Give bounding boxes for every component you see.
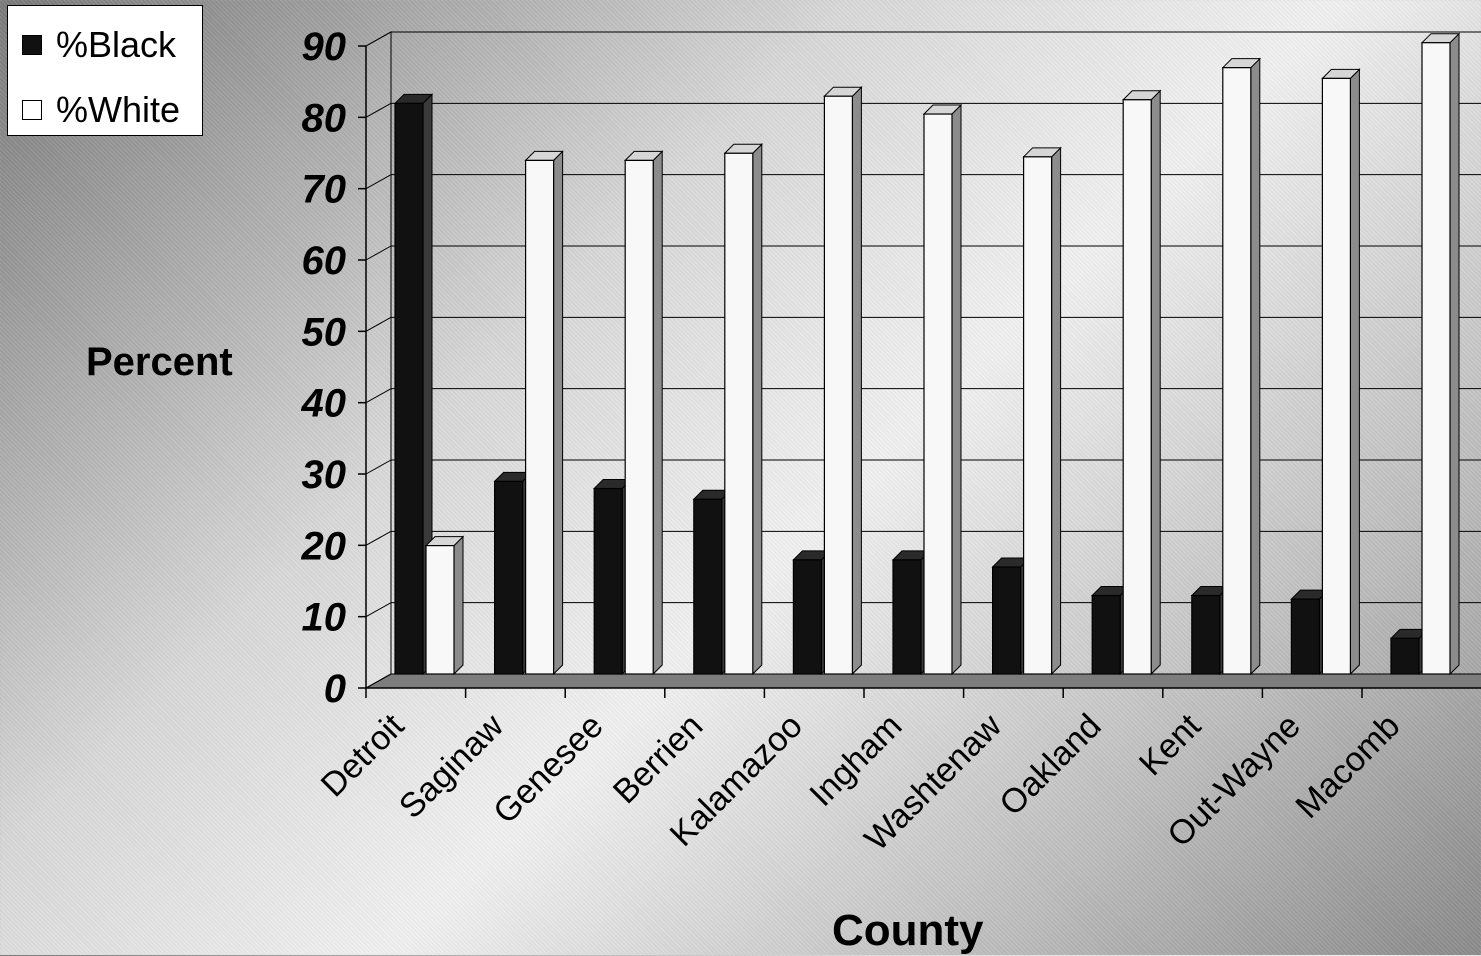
bar-black-ingham-front	[892, 559, 922, 675]
bar-black-genesee-front	[593, 487, 623, 675]
bar-black-macomb-front	[1390, 637, 1420, 675]
side-grid-tick	[365, 459, 392, 475]
bar-white-washtenaw-front	[1022, 156, 1053, 675]
bar-white-kent-side	[1250, 57, 1261, 676]
bar-white-oakland-front	[1122, 99, 1152, 675]
side-grid-tick	[365, 245, 392, 261]
x-tick-labels: DetroitSaginawGeneseeBerrienKalamazooIng…	[314, 706, 1408, 858]
bar-white-oakland	[1121, 89, 1162, 676]
bar-white-saginaw-side	[553, 150, 564, 676]
side-grid-tick	[365, 388, 392, 404]
bar-white-washtenaw-side	[1051, 146, 1062, 676]
bar-black-washtenaw-front	[991, 566, 1022, 675]
bar-white-detroit-front	[425, 544, 455, 675]
bar-black-oakland-front	[1091, 594, 1121, 675]
bar-white-kalamazoo-front	[823, 95, 854, 675]
bar-white-macomb	[1420, 32, 1461, 676]
bar-black-detroit-front	[394, 102, 424, 675]
x-tick-label-oakland: Oakland	[992, 707, 1108, 823]
bar-white-washtenaw	[1022, 146, 1062, 676]
side-grid-tick	[365, 174, 392, 190]
legend-item-white: %White	[22, 89, 180, 131]
bar-white-genesee	[623, 150, 664, 676]
y-tick-label: 20	[301, 524, 347, 568]
x-axis-title: County	[832, 906, 984, 955]
bar-white-out-wayne-side	[1349, 68, 1360, 676]
y-tick-label: 70	[302, 168, 347, 212]
bar-black-out-wayne-front	[1290, 598, 1321, 675]
axes	[358, 45, 1481, 698]
bar-white-berrien	[723, 143, 764, 676]
bar-white-saginaw	[524, 150, 564, 676]
bar-white-detroit-side	[453, 535, 464, 676]
y-tick-label: 40	[301, 382, 347, 426]
bar-white-kent	[1221, 57, 1262, 676]
side-grid-tick	[365, 602, 392, 618]
bar-black-detroit	[393, 93, 434, 676]
x-tick-label-genesee: Genesee	[486, 707, 610, 831]
legend-swatch-white	[22, 100, 42, 120]
bar-white-genesee-side	[652, 150, 663, 676]
y-tick-label: 90	[302, 25, 347, 69]
bar-white-ingham-side	[951, 103, 962, 676]
bar-black-ingham	[891, 549, 932, 676]
bar-white-macomb-front	[1421, 42, 1451, 675]
side-grid-tick	[365, 673, 392, 689]
y-tick-label: 50	[302, 310, 347, 354]
legend: %Black %White	[7, 5, 203, 136]
x-tick-label-macomb: Macomb	[1288, 707, 1407, 826]
bar-white-kalamazoo-side	[851, 85, 862, 676]
bar-white-saginaw-front	[524, 159, 555, 675]
y-tick-label: 30	[302, 453, 347, 497]
side-wall	[365, 31, 392, 689]
bar-black-saginaw-front	[494, 480, 524, 675]
y-tick-label: 0	[324, 667, 346, 711]
x-tick-label-detroit: Detroit	[314, 706, 412, 804]
y-tick-labels: 0 10 20 30 40 50 60 70 80 90	[301, 25, 347, 711]
bar-white-ingham	[922, 103, 963, 676]
bar-white-genesee-front	[624, 159, 654, 675]
legend-label-black: %Black	[56, 24, 177, 65]
side-grid-tick	[365, 31, 392, 47]
floor	[364, 673, 1481, 689]
legend-item-black: %Black	[22, 24, 176, 66]
bar-white-out-wayne-front	[1321, 77, 1352, 675]
bar-white-oakland-side	[1150, 89, 1161, 676]
side-grid-tick	[365, 316, 392, 332]
bar-white-out-wayne	[1321, 68, 1361, 676]
x-tick-label-kent: Kent	[1132, 706, 1209, 783]
y-axis-title: Percent	[86, 340, 233, 384]
bar-white-kalamazoo	[823, 85, 863, 676]
bar-white-berrien-front	[724, 152, 754, 675]
y-tick-label: 80	[302, 96, 347, 140]
bar-black-genesee	[592, 478, 633, 676]
bar-white-berrien-side	[752, 143, 763, 676]
bar-white-macomb-side	[1449, 32, 1460, 676]
legend-swatch-black	[22, 35, 42, 55]
bars	[393, 32, 1461, 676]
bar-black-berrien-front	[693, 498, 723, 675]
bar-black-kalamazoo-front	[792, 559, 823, 675]
bar-white-ingham-front	[923, 113, 953, 675]
bar-white-kent-front	[1222, 67, 1252, 675]
bar-white-detroit	[424, 535, 465, 676]
bar-black-kent-front	[1191, 594, 1221, 675]
side-grid-tick	[365, 102, 392, 118]
legend-label-white: %White	[56, 89, 181, 130]
y-tick-label: 10	[302, 596, 347, 640]
side-grid-tick	[365, 530, 392, 546]
y-tick-label: 60	[302, 239, 347, 283]
